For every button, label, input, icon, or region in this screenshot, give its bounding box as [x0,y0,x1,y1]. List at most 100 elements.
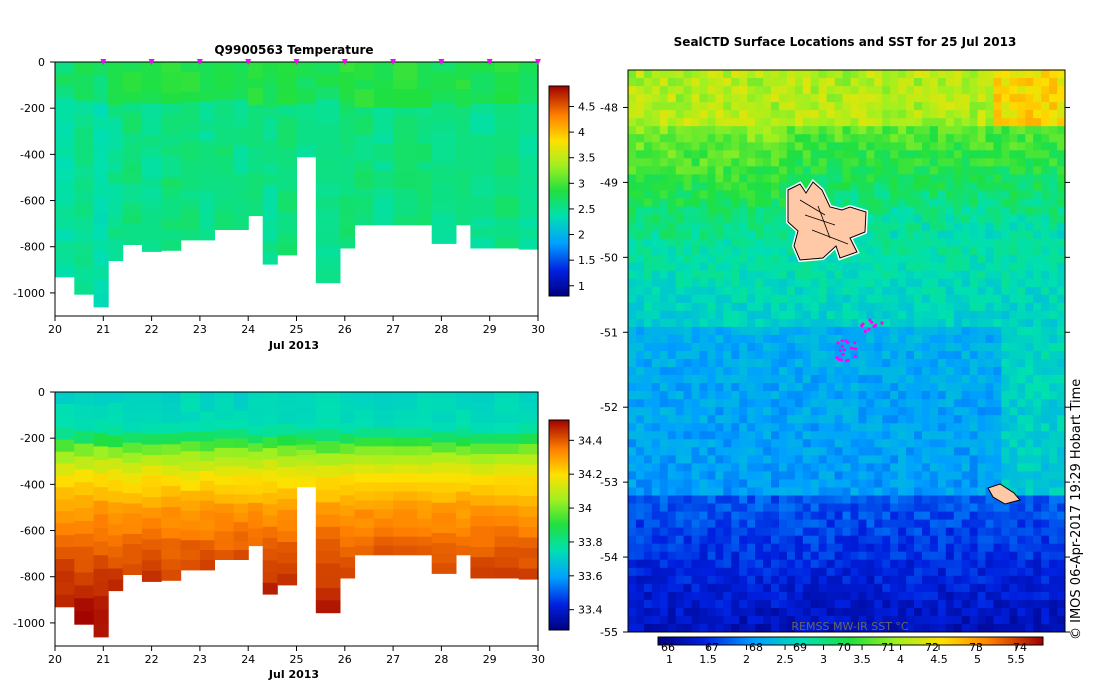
sst-cell [866,118,875,127]
sst-cell [1041,423,1050,432]
sst-cell [929,102,939,111]
sst-cell [1001,399,1010,408]
sst-cell [937,351,947,360]
sst-cell [723,487,732,496]
sst-cell [771,166,780,175]
sst-cell [1001,503,1010,512]
sst-cell [882,190,891,199]
sst-cell [659,126,669,135]
sst-cell [628,230,637,240]
sst-cell [898,230,907,240]
sst-cell [651,118,661,127]
profile-cell [93,170,109,185]
sst-cell [1033,343,1042,352]
sst-cell [1033,142,1042,151]
sst-cell [747,158,756,167]
sst-cell [858,294,867,304]
profile-cell [262,392,278,404]
sst-cell [1057,142,1066,151]
sst-cell [1041,583,1050,593]
sst-cell [635,479,645,488]
profile-cell [199,490,215,502]
sst-cell [834,375,843,384]
sst-cell [985,455,994,464]
sst-cell [763,286,772,296]
sst-cell [929,142,939,151]
profile-cell [393,410,418,420]
sst-cell [731,463,740,472]
sst-cell [1009,511,1018,521]
sst-cell [818,70,828,79]
sst-cell [937,527,947,537]
sst-cell [1033,463,1042,472]
sst-cell [1033,583,1042,593]
profile-cell [248,460,264,470]
sst-cell [755,334,764,344]
sst-cell [945,326,955,336]
sst-cell [747,102,756,111]
sst-cell [937,70,947,79]
sst-cell [794,503,804,512]
profile-cell [180,540,201,551]
sst-cell [651,423,661,432]
sst-cell [635,591,645,601]
sst-cell [929,294,939,304]
profile-cell [214,410,235,421]
sst-cell [794,166,804,175]
sst-cell [643,511,653,521]
sst-cell [802,415,812,424]
sst-cell [993,150,1002,159]
sst-cell [1017,206,1026,215]
sst-cell [771,70,780,79]
sst-cell [969,166,979,175]
profile-cell [455,71,471,81]
sst-cell [850,334,859,344]
sst-cell [850,110,859,119]
sst-cell [914,182,923,191]
sst-cell [699,78,708,87]
sst-cell [953,583,963,593]
sst-cell [937,166,947,175]
sst-cell [707,423,716,432]
profile-cell [141,455,162,467]
sst-cell [739,230,748,240]
sst-cell [1041,166,1050,175]
sst-cell [1025,70,1034,79]
profile-cell [262,73,278,85]
profile-cell [277,531,298,543]
sst-cell [1025,150,1034,159]
sst-cell [898,527,907,537]
sst-cell [643,86,653,95]
sst-cell [628,182,637,191]
x-tick-label: 26 [338,323,352,336]
sst-cell [1001,407,1010,416]
sst-cell [953,310,963,320]
sst-cell [699,246,708,256]
profile-cell [494,484,520,496]
sst-cell [683,222,692,231]
sst-cell [715,126,724,135]
profile-cell [417,437,433,447]
sst-cell [929,182,939,191]
profile-cell [470,196,496,208]
sst-cell [747,94,756,103]
sst-cell [731,415,740,424]
sst-cell [659,158,669,167]
profile-cell [122,462,143,474]
sst-cell [953,254,963,264]
sst-cell [969,102,979,111]
sst-cell [890,126,899,135]
sst-cell [659,471,669,480]
sst-cell [890,359,899,368]
sst-cell [810,150,820,159]
sst-cell [691,286,700,296]
sst-cell [1057,535,1066,545]
profile-column [233,62,249,230]
profile-cell [296,434,317,440]
sst-cell [969,383,979,392]
profile-cell [417,518,433,529]
sst-cell [1033,190,1042,199]
sst-cell [747,583,756,593]
sst-cell [802,431,812,440]
sst-cell [993,575,1002,585]
